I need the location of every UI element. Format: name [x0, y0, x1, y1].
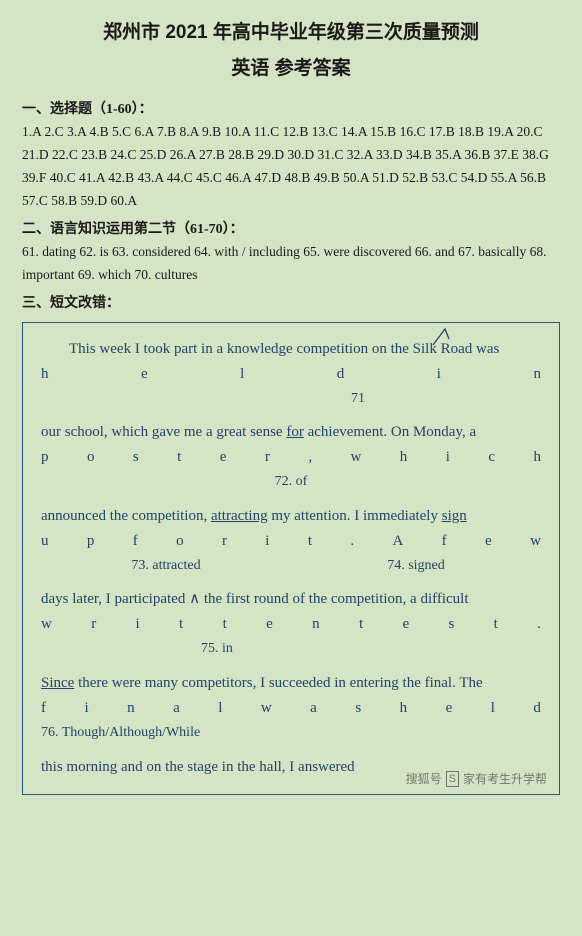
char: h [400, 447, 408, 468]
char: o [87, 447, 95, 468]
char: t [308, 531, 312, 552]
char: i [437, 364, 441, 385]
char: l [491, 698, 495, 719]
row-poster: p o s t e r , w h i c h [41, 447, 541, 468]
char: o [176, 531, 184, 552]
char: n [127, 698, 135, 719]
corr-line-2: our school, which gave me a great sense … [41, 422, 541, 443]
char: e [402, 614, 409, 635]
document-page: 郑州市 2021 年高中毕业年级第三次质量预测 英语 参考答案 一、选择题（1-… [0, 0, 582, 805]
char: t [494, 614, 498, 635]
page-title: 郑州市 2021 年高中毕业年级第三次质量预测 [22, 18, 560, 48]
page-subtitle: 英语 参考答案 [22, 54, 560, 84]
text: there were many competitors, I succeeded… [74, 675, 482, 691]
watermark-text-b: 家有考生升学帮 [463, 771, 547, 788]
row-final: f i n a l w a s h e l d [41, 698, 541, 719]
ans-76: 76. Though/Although/While [41, 723, 541, 743]
char: . [537, 614, 541, 635]
char: c [488, 447, 495, 468]
ans-73-74: 73. attracted 74. signed [41, 556, 541, 576]
char: w [351, 447, 362, 468]
char: h [400, 698, 408, 719]
section1-answers: 1.A 2.C 3.A 4.B 5.C 6.A 7.B 8.A 9.B 10.A… [22, 121, 560, 213]
char: s [448, 614, 454, 635]
corr-line-5: Since there were many competitors, I suc… [41, 673, 541, 694]
char: h [41, 364, 49, 385]
underlined-since: Since [41, 675, 74, 691]
char: l [240, 364, 244, 385]
corr-line-4: days later, I participated ∧ the first r… [41, 589, 541, 610]
corr-line-3: announced the competition, attracting my… [41, 506, 541, 527]
char: t [177, 447, 181, 468]
watermark-logo-icon: S [446, 771, 459, 787]
text: the first round of the competition, a di… [200, 591, 468, 607]
underlined-for: for [286, 424, 304, 440]
text: our school, which gave me a great sense [41, 424, 286, 440]
char: A [392, 531, 403, 552]
underlined-attracting: attracting [211, 508, 268, 524]
char: l [218, 698, 222, 719]
char: i [136, 614, 140, 635]
text: my attention. I immediately [268, 508, 442, 524]
char: s [133, 447, 139, 468]
char: f [442, 531, 447, 552]
char: r [222, 531, 227, 552]
char: w [530, 531, 541, 552]
char: e [220, 447, 227, 468]
char: d [337, 364, 345, 385]
underlined-sign: sign [442, 508, 467, 524]
char: i [84, 698, 88, 719]
char: p [41, 447, 49, 468]
char: e [266, 614, 273, 635]
char: h [533, 447, 541, 468]
char: i [446, 447, 450, 468]
text: days later, I participated [41, 591, 189, 607]
char: i [265, 531, 269, 552]
char: e [485, 531, 492, 552]
char: d [533, 698, 541, 719]
section3-head: 三、短文改错： [22, 293, 560, 315]
correction-box: This week I took part in a knowledge com… [22, 322, 560, 795]
row-held: h e l d i n [41, 364, 541, 385]
char: a [310, 698, 317, 719]
section2-head: 二、语言知识运用第二节（61-70）： [22, 219, 560, 241]
char: p [87, 531, 95, 552]
char: f [41, 698, 46, 719]
ans-72: 72. of [41, 472, 541, 492]
char: w [41, 614, 52, 635]
char: . [350, 531, 354, 552]
caret-annotation-icon [431, 325, 459, 347]
char: s [355, 698, 361, 719]
char: n [533, 364, 541, 385]
section1-head: 一、选择题（1-60）： [22, 99, 560, 121]
ans-75: 75. in [41, 639, 541, 659]
char: n [312, 614, 320, 635]
text: announced the competition, [41, 508, 211, 524]
text: achievement. On Monday, a [304, 424, 476, 440]
ans-71: 71 [41, 389, 541, 409]
char: e [141, 364, 148, 385]
row-written: w r i t t e n t e s t . [41, 614, 541, 635]
char: a [173, 698, 180, 719]
char: , [308, 447, 312, 468]
char: w [261, 698, 272, 719]
char: t [223, 614, 227, 635]
corr-line-1: This week I took part in a knowledge com… [41, 339, 541, 360]
section2-answers: 61. dating 62. is 63. considered 64. wit… [22, 241, 560, 287]
char: t [359, 614, 363, 635]
ans-74: 74. signed [291, 556, 541, 576]
char: e [446, 698, 453, 719]
insert-mark-icon: ∧ [189, 591, 200, 607]
watermark: 搜狐号 S 家有考生升学帮 [406, 771, 547, 788]
char: t [179, 614, 183, 635]
char: r [265, 447, 270, 468]
char: u [41, 531, 49, 552]
row-up: u p f o r i t . A f e w [41, 531, 541, 552]
ans-73: 73. attracted [41, 556, 291, 576]
char: f [133, 531, 138, 552]
watermark-text-a: 搜狐号 [406, 771, 442, 788]
char: r [91, 614, 96, 635]
